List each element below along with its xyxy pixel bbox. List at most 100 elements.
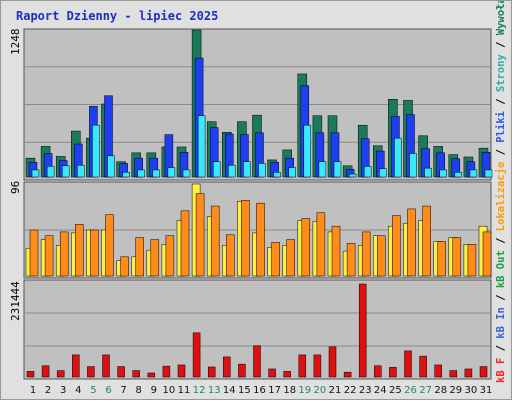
pages-bar — [348, 173, 357, 178]
sites-bar — [150, 239, 160, 277]
kbytes-bar — [87, 366, 95, 378]
chart-title: Raport Dzienny - lipiec 2025 — [16, 9, 218, 23]
middle-y-max-label: 96 — [9, 181, 22, 194]
legend-separator: / — [495, 35, 507, 54]
legend-item: kB In — [495, 307, 507, 339]
day-label: 23 — [359, 385, 372, 396]
top-y-max-label: 1248 — [9, 29, 22, 56]
legend-separator: / — [495, 339, 507, 358]
legend-separator: / — [495, 92, 507, 111]
sites-bar — [165, 235, 175, 277]
pages-bar — [167, 167, 176, 178]
kbytes-bar — [192, 332, 201, 378]
kbytes-bar — [434, 364, 442, 378]
sites-bar — [90, 229, 99, 277]
kbytes-bar — [389, 367, 397, 378]
legend-item: Pliki — [495, 111, 507, 143]
pages-bar — [152, 169, 161, 178]
kbytes-bar — [374, 365, 382, 378]
sites-bar — [301, 218, 311, 277]
legend: kB F / kB In / kB Out / Lokalizacje / Pl… — [495, 1, 507, 383]
sites-bar — [105, 214, 114, 277]
day-label: 10 — [163, 385, 176, 396]
legend-separator: / — [495, 231, 507, 250]
pages-bar — [212, 161, 221, 178]
day-label: 11 — [178, 385, 191, 396]
day-label: 18 — [283, 385, 296, 396]
kbytes-bar — [464, 368, 473, 378]
sites-bar — [75, 224, 84, 277]
day-label: 8 — [136, 385, 142, 396]
kbytes-bar — [41, 365, 50, 378]
sites-bar — [59, 231, 69, 277]
pages-bar — [258, 163, 266, 178]
legend-item: Lokalizacje — [495, 162, 507, 232]
sites-bar — [346, 243, 356, 277]
sites-bar — [241, 200, 250, 277]
sites-bar — [482, 231, 492, 277]
day-label: 27 — [419, 385, 432, 396]
kbytes-bar — [479, 366, 488, 378]
day-label: 7 — [120, 385, 126, 396]
kbytes-bar — [268, 368, 276, 378]
day-label: 13 — [208, 385, 221, 396]
kbytes-bar — [238, 363, 246, 378]
sites-bar — [180, 210, 190, 277]
pages-bar — [182, 169, 191, 178]
kbytes-bar — [117, 366, 125, 378]
pages-bar — [318, 161, 327, 178]
kbytes-bar — [283, 371, 291, 378]
kbytes-bar — [343, 371, 352, 378]
kbytes-bar — [56, 370, 65, 378]
sites-bar — [361, 231, 371, 277]
kbytes-bar — [404, 350, 412, 378]
pages-bar — [288, 167, 296, 178]
kbytes-bar — [132, 370, 140, 378]
day-label: 21 — [329, 385, 342, 396]
sites-bar — [226, 234, 235, 277]
kbytes-bar — [253, 345, 261, 378]
day-label: 29 — [449, 385, 462, 396]
pages-bar — [31, 169, 40, 178]
pages-bar — [77, 164, 85, 178]
sites-bar — [331, 225, 341, 277]
kbytes-bar — [223, 356, 231, 378]
pages-bar — [439, 169, 447, 178]
day-label: 30 — [465, 385, 478, 396]
kbytes-bar — [298, 354, 307, 378]
pages-bar — [333, 161, 342, 178]
day-label: 17 — [268, 385, 281, 396]
day-label: 9 — [151, 385, 157, 396]
pages-bar — [379, 168, 387, 178]
day-label: 28 — [434, 385, 447, 396]
pages-bar — [61, 165, 70, 178]
day-label: 3 — [60, 385, 66, 396]
pages-bar — [454, 172, 463, 178]
kbytes-bar — [147, 372, 156, 378]
pages-bar — [484, 169, 493, 178]
pages-bar — [137, 169, 145, 178]
kbytes-bar — [162, 365, 171, 378]
legend-item: Strony — [495, 54, 507, 93]
kbytes-bar — [449, 370, 458, 378]
sites-bar — [271, 242, 280, 277]
day-label: 19 — [298, 385, 311, 396]
day-label: 5 — [90, 385, 96, 396]
pages-bar — [363, 166, 372, 178]
pages-bar — [394, 137, 402, 178]
sites-bar — [195, 193, 205, 277]
sites-bar — [377, 235, 386, 277]
day-label: 6 — [105, 385, 111, 396]
kbytes-bar — [328, 346, 337, 378]
day-label: 31 — [480, 385, 493, 396]
sites-bar — [210, 205, 220, 277]
kbytes-bar — [313, 354, 322, 378]
pages-bar — [46, 166, 55, 178]
sites-bar — [256, 202, 265, 277]
day-label: 20 — [314, 385, 327, 396]
pages-bar — [303, 124, 312, 178]
bottom-y-max-label: 231444 — [9, 281, 22, 321]
sites-bar — [135, 237, 144, 277]
